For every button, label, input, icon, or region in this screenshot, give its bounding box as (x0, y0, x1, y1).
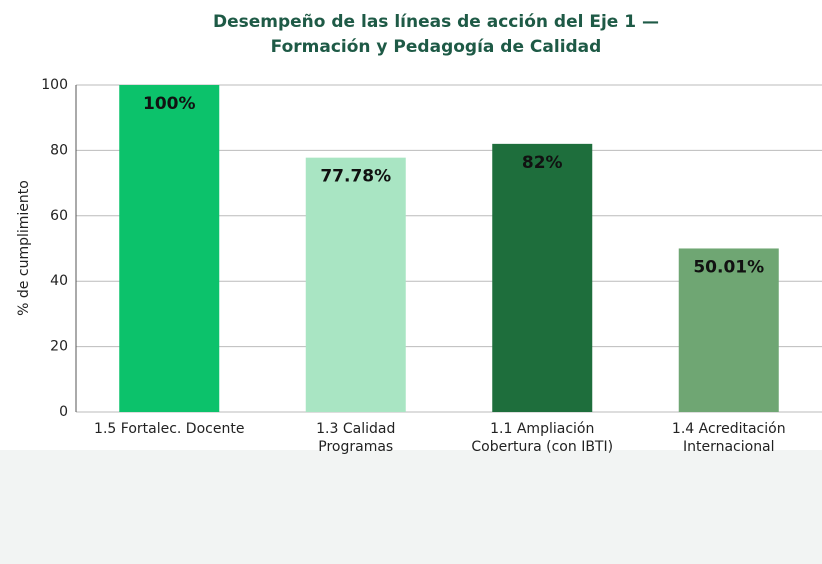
value-label: 77.78% (320, 167, 391, 187)
value-label: 50.01% (693, 257, 764, 277)
bar (119, 85, 220, 412)
value-label: 100% (143, 94, 196, 114)
y-tick-label: 80 (50, 142, 68, 158)
y-tick-label: 40 (50, 273, 68, 289)
chart-title: Formación y Pedagogía de Calidad (271, 37, 602, 57)
x-tick-label: 1.5 Fortalec. Docente (94, 421, 244, 437)
bar (305, 157, 406, 412)
y-axis-label: % de cumplimiento (16, 180, 32, 316)
x-tick-label: Programas (318, 439, 393, 455)
x-tick-label: Internacional (683, 439, 775, 455)
y-tick-label: 100 (41, 77, 68, 93)
bar (678, 248, 779, 412)
x-tick-label: 1.3 Calidad (316, 421, 395, 437)
x-tick-label: 1.1 Ampliación (490, 421, 594, 437)
y-tick-label: 0 (59, 404, 68, 420)
value-label: 82% (522, 153, 563, 173)
y-tick-label: 20 (50, 339, 68, 355)
bar (492, 143, 593, 413)
x-tick-label: 1.4 Acreditación (672, 421, 786, 437)
background-band (0, 450, 822, 564)
x-tick-label: Cobertura (con IBTI) (471, 439, 613, 455)
chart-title: Desempeño de las líneas de acción del Ej… (213, 12, 659, 32)
y-tick-label: 60 (50, 208, 68, 224)
